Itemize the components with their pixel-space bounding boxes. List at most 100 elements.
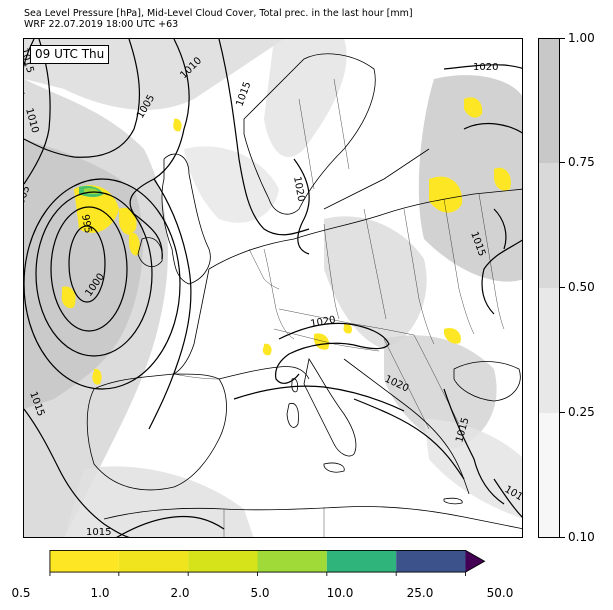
precip-ireland [119,207,137,235]
coast-baltic [323,148,430,210]
cloud-scandinavia [264,39,347,158]
coast-france-atlantic [173,268,210,375]
cbar-tick-label: 1.00 [568,31,595,45]
isobar-1015-west [129,39,190,260]
cbar-segment [539,288,559,413]
cbar-tick-label: 1.0 [90,586,110,600]
cbar-tick-label: 10.0 [326,586,354,600]
cbar-tick [560,162,565,163]
precip-russia [464,97,483,118]
isobar-1010-se [493,478,522,518]
precipitation-layer [61,97,511,385]
weather-map: 1005 1010 1010 1015 1020 995 1000 1005 1… [24,39,522,538]
isobar-label: 1010 [24,107,40,134]
cbar-tick-label: 2.0 [170,586,190,600]
cbar-tick-label: 0.10 [568,530,595,544]
cbar-extend-arrow [465,550,485,573]
precip-low-west [74,185,119,233]
isobar-1015-africa [116,515,225,537]
cbar-segment [396,550,466,573]
coast-crete [443,497,463,505]
isobar-1005-closed [35,191,153,357]
cbar-segment [188,550,258,573]
cloud-central-east [324,216,427,349]
isobar-1015-atlantic [148,178,192,430]
precip-scotland [173,118,182,132]
border-east-1 [403,208,435,345]
cbar-segment [539,163,559,288]
border-balkans-2 [413,334,460,425]
isobar-1020-alps [274,322,390,384]
coast-ireland [137,237,163,268]
border-central [278,308,415,336]
precip-portugal [92,368,102,385]
border-pl-east [363,208,387,320]
cbar-tick-label: 5.0 [250,586,270,600]
cbar-segment [326,550,397,573]
precip-russia-east [494,167,511,191]
border-scandinavia-1 [298,98,315,190]
precip-west-med [262,343,272,356]
border-fr-de [263,248,295,340]
border-de-pl [323,223,340,320]
chart-subtitle: WRF 22.07.2019 18:00 UTC +63 [24,19,179,30]
cbar-segment [539,39,559,163]
cbar-segment [118,550,189,573]
isobar-1015-central [218,39,310,236]
cbar-tick-label: 0.25 [568,405,595,419]
cbar-tick-label: 50.0 [486,586,514,600]
cloud-east [418,75,522,282]
isobar-1015-east [463,123,522,315]
cloud-north-sea [184,146,279,223]
isobar-1020-med [233,385,405,412]
cbar-tick [560,412,565,413]
isobar-low-east [493,208,507,250]
isobar-label: 1015 [234,80,253,108]
cbar-tick [560,38,565,39]
border-benelux [248,248,280,290]
cloud-iberia-south [64,466,254,537]
cbar-tick-label: 0.5 [11,586,31,600]
cloud-cover-colorbar [538,38,560,538]
isobar-1020-balkans [353,398,465,480]
border-balkans-1 [383,338,430,430]
cbar-tick-label: 0.50 [568,280,595,294]
cbar-segment [49,550,119,573]
precipitation-colorbar [49,550,486,576]
isobar-1020-scandi [293,158,310,255]
border-east-2 [443,198,475,335]
isobar-label: 1015 [86,527,111,538]
precip-biscay [61,286,76,309]
border-east-3 [478,193,505,330]
cbar-tick-label: 25.0 [406,586,434,600]
coast-sardinia [286,402,299,428]
isobar-1020-north [443,64,522,70]
precip-alps [343,323,353,334]
precip-baltic [429,176,463,213]
isobar-1015-southeast [443,388,505,505]
isobar-label: 1020 [291,176,306,203]
precip-italy [313,333,330,350]
coast-great-britain [161,153,211,285]
forecast-time-label: 09 UTC Thu [30,45,110,64]
isobar-1015-west-outer [24,39,35,94]
isobar-label: 995 [79,214,93,235]
chart-title: Sea Level Pressure [hPa], Mid-Level Clou… [24,8,413,19]
coast-black-sea [453,361,521,402]
isobar-label: 1020 [473,62,498,73]
isobar-label: 1005 [24,184,33,212]
coast-scandinavia [243,53,376,215]
coast-italy [303,357,357,457]
border-fr-es [173,373,220,380]
border-scandinavia-2 [333,78,350,170]
isobar-1010-closed [24,178,181,390]
isobar-1005-north [24,39,141,158]
map-panel[interactable]: 1005 1010 1010 1015 1020 995 1000 1005 1… [23,38,523,538]
coast-med-north [218,366,310,380]
coast-sicily [323,462,345,473]
cbar-segment [539,413,559,537]
coast-north-africa [103,506,522,530]
coast-continent-north [208,188,522,270]
isobar-label: 1015 [24,47,35,74]
cbar-tick [560,287,565,288]
